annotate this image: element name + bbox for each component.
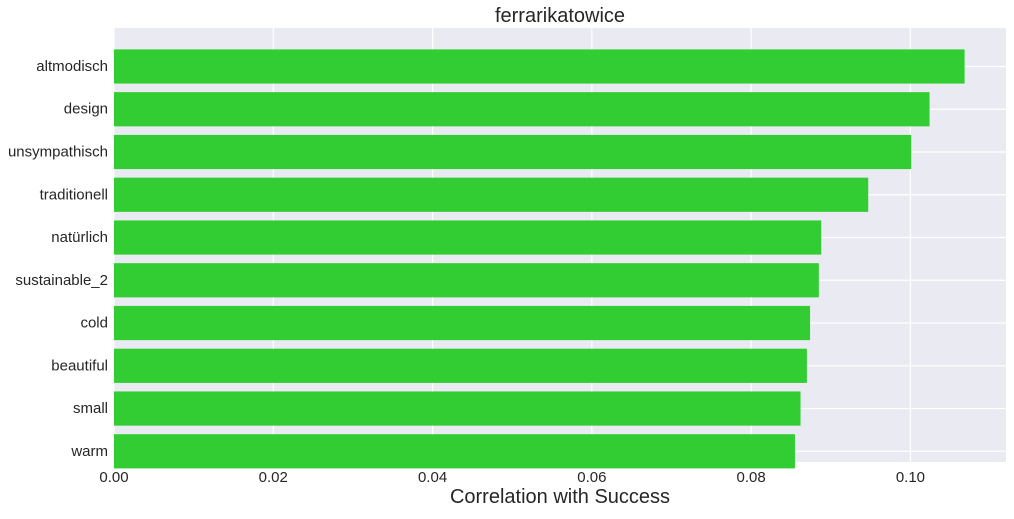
x-tick-label: 0.04 — [418, 469, 447, 486]
x-tick-label: 0.10 — [896, 469, 925, 486]
category-label: cold — [80, 315, 108, 332]
x-tick-label: 0.08 — [737, 469, 766, 486]
x-tick-label: 0.00 — [99, 469, 128, 486]
category-label: beautiful — [51, 357, 108, 374]
chart-title: ferrarikatowice — [495, 5, 625, 27]
bar-beautiful — [114, 348, 807, 383]
bar-cold — [114, 305, 811, 341]
x-tick-labels: 0.00 0.02 0.04 0.06 0.08 0.10 — [99, 469, 925, 486]
category-label: design — [64, 101, 108, 118]
category-label: traditionell — [40, 186, 108, 203]
x-tick-label: 0.02 — [259, 469, 288, 486]
bar-natürlich — [114, 220, 822, 255]
bar-design — [114, 92, 930, 127]
category-label: warm — [70, 443, 108, 460]
bar-warm — [114, 434, 795, 469]
category-label: sustainable_2 — [15, 272, 108, 289]
bar-traditionell — [114, 177, 869, 212]
bar-altmodisch — [114, 49, 965, 84]
bar-small — [114, 391, 801, 426]
x-tick-label: 0.06 — [577, 469, 606, 486]
category-label: natürlich — [51, 229, 108, 246]
bar-unsympathisch — [114, 134, 912, 170]
bars — [114, 49, 965, 469]
category-label: altmodisch — [36, 58, 108, 75]
category-labels: altmodisch design unsympathisch traditionel… — [8, 58, 108, 460]
x-axis-label: Correlation with Success — [450, 486, 670, 508]
category-label: small — [73, 400, 108, 417]
category-label: unsympathisch — [8, 144, 108, 161]
bar-sustainable_2 — [114, 263, 819, 298]
